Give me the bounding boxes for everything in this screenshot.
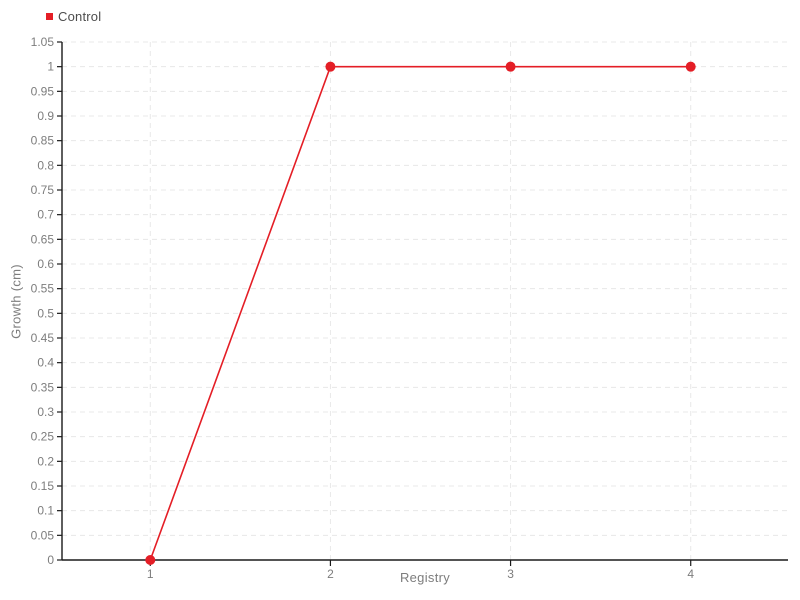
y-tick-label: 0.95 xyxy=(31,84,55,98)
y-tick-label: 0.7 xyxy=(37,208,54,222)
y-axis-title: Growth (cm) xyxy=(8,264,24,339)
x-tick-label: 2 xyxy=(327,567,334,581)
y-tick-label: 0.1 xyxy=(37,504,54,518)
data-point-control-2[interactable] xyxy=(325,61,336,72)
data-point-control-3[interactable] xyxy=(505,61,516,72)
y-tick-label: 0.15 xyxy=(31,479,55,493)
legend-label: Control xyxy=(58,9,102,24)
y-tick-label: 0.6 xyxy=(37,257,54,271)
x-tick-label: 3 xyxy=(507,567,514,581)
y-tick-label: 0 xyxy=(47,553,54,567)
series-line-control xyxy=(149,65,691,561)
y-tick-label: 0.35 xyxy=(31,380,55,394)
y-tick-label: 0.85 xyxy=(31,134,55,148)
data-point-control-4[interactable] xyxy=(685,61,696,72)
y-tick-label: 0.25 xyxy=(31,430,55,444)
y-tick-label: 0.45 xyxy=(31,331,55,345)
y-tick-label: 0.8 xyxy=(37,158,54,172)
y-tick-label: 0.3 xyxy=(37,405,54,419)
y-tick-label: 0.2 xyxy=(37,454,54,468)
y-tick-label: 0.75 xyxy=(31,183,55,197)
data-point-control-1[interactable] xyxy=(145,555,156,565)
x-tick-label: 1 xyxy=(147,567,154,581)
legend-swatch-control xyxy=(46,13,53,20)
y-tick-label: 0.9 xyxy=(37,109,54,123)
y-tick-label: 0.65 xyxy=(31,232,55,246)
x-axis-title: Registry xyxy=(399,570,451,585)
y-tick-label: 1.05 xyxy=(31,35,55,49)
y-tick-label: 1 xyxy=(47,60,54,74)
y-tick-label: 0.4 xyxy=(37,356,54,370)
legend-item-control[interactable]: Control xyxy=(46,10,101,23)
y-tick-label: 0.5 xyxy=(37,306,54,320)
y-tick-label: 0.05 xyxy=(31,528,55,542)
legend: Control xyxy=(46,10,101,23)
y-tick-label: 0.55 xyxy=(31,282,55,296)
x-tick-label: 4 xyxy=(687,567,694,581)
